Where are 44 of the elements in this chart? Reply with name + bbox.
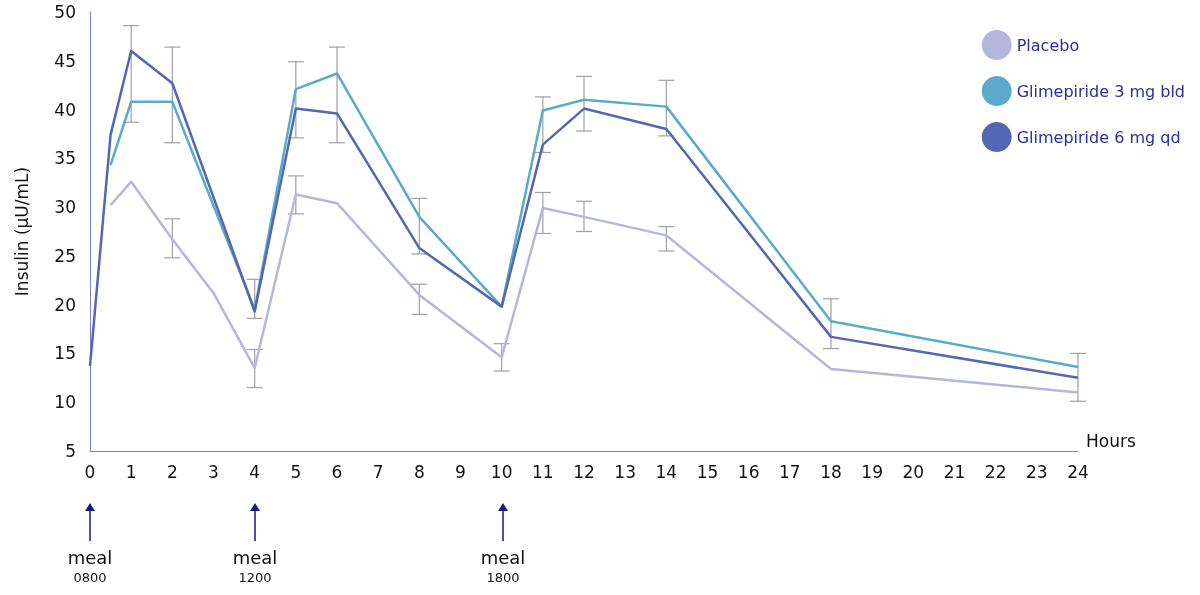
y-tick-label: 15: [54, 343, 76, 364]
x-tick-label: 21: [943, 461, 966, 482]
x-tick-label: 14: [655, 461, 678, 482]
x-tick-label: 1: [125, 461, 137, 482]
x-tick-label: 17: [779, 461, 801, 482]
x-tick-label: 6: [331, 461, 343, 482]
y-tick-label: 25: [54, 245, 76, 266]
y-tick-label: 10: [54, 392, 76, 413]
x-tick-label: 16: [737, 461, 760, 482]
legend-label: Glimepiride 3 mg bld: [1016, 81, 1185, 101]
x-tick-label: 2: [166, 461, 178, 482]
x-tick-label: 23: [1026, 461, 1048, 482]
y-tick-label: 30: [54, 197, 76, 218]
text: meal 1200: [231, 547, 279, 587]
x-tick-label: 5: [290, 461, 302, 482]
x-tick-label: 22: [984, 461, 1007, 482]
x-axis-title: Hours: [1086, 430, 1136, 451]
y-tick-label: 5: [65, 441, 76, 461]
x-tick-label: 19: [861, 461, 883, 482]
x-tick-label: 10: [490, 461, 513, 482]
legend-label: Placebo: [1016, 35, 1080, 55]
x-tick-label: 18: [820, 461, 842, 482]
y-tick-label: 50: [54, 2, 76, 22]
x-tick-label: 9: [455, 461, 466, 482]
x-tick-label: 11: [532, 461, 554, 482]
x-tick-label: 15: [696, 461, 719, 482]
x-tick-label: 4: [249, 461, 261, 482]
x-tick-label: 3: [208, 461, 219, 482]
x-tick-label: 0: [84, 461, 96, 482]
y-axis-title: Insulin (µU/mL): [11, 166, 32, 297]
y-tick-label: 45: [54, 50, 76, 71]
x-tick-label: 24: [1067, 461, 1089, 482]
x-tick-label: 12: [573, 461, 595, 482]
text: meal 1800: [479, 547, 527, 587]
x-tick-label: 7: [372, 461, 384, 482]
line-series: [109, 180, 1080, 394]
text: meal 0800: [66, 547, 114, 587]
y-tick-label: 40: [54, 99, 76, 120]
legend-label: Glimepiride 6 mg qd: [1016, 127, 1181, 147]
x-tick-label: 20: [902, 461, 925, 482]
x-tick-label: 8: [413, 461, 425, 482]
y-tick-label: 20: [54, 294, 76, 315]
y-tick-label: 35: [54, 148, 76, 169]
x-tick-label: 13: [614, 461, 636, 482]
